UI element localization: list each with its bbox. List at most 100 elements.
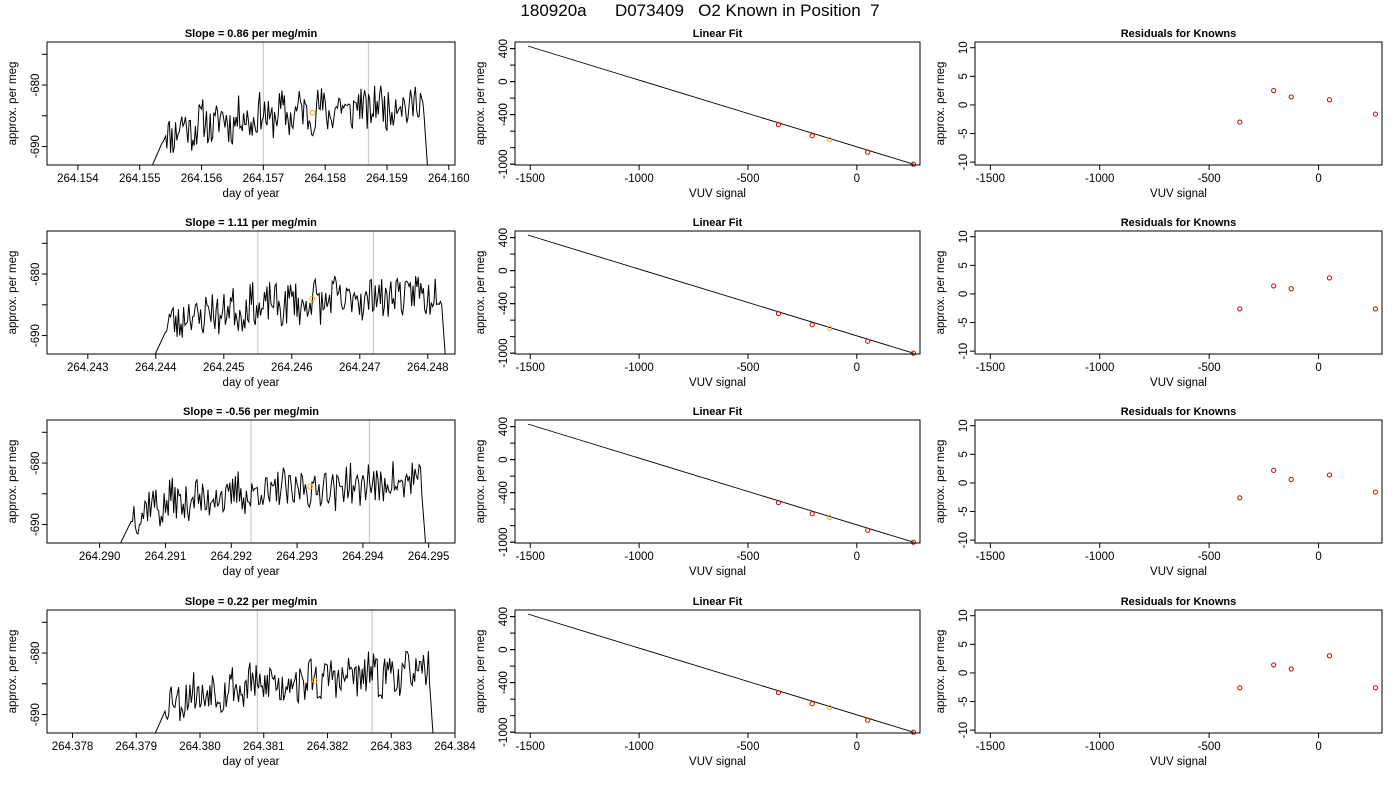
residual-point	[1237, 306, 1243, 312]
known-point	[910, 350, 917, 356]
plot-frame	[514, 419, 921, 544]
y-tick-label: -680	[30, 263, 42, 286]
y-tick-label: 5	[958, 73, 970, 79]
known-point	[865, 149, 871, 155]
x-tick-label: 264.157	[243, 173, 285, 185]
panel-title: Linear Fit	[693, 596, 743, 608]
y-tick-label: 0	[958, 102, 970, 108]
y-tick-label: 0	[498, 456, 510, 462]
panel-title: Residuals for Knowns	[1121, 406, 1237, 418]
x-tick-label: -500	[736, 741, 759, 753]
panel-title: Slope = 1.11 per meg/min	[185, 217, 317, 229]
x-tick-label: 0	[1315, 173, 1321, 185]
x-axis-label: VUV signal	[689, 566, 746, 578]
current-point-marker	[311, 677, 318, 684]
y-axis-label: approx. per meg	[7, 440, 19, 524]
y-tick-label: 0	[498, 646, 510, 652]
panel-title: Linear Fit	[693, 217, 743, 229]
residual-point	[1372, 685, 1379, 691]
y-tick-label: 5	[958, 262, 970, 268]
x-tick-label: 264.292	[210, 551, 252, 563]
y-tick-label: -680	[30, 74, 42, 97]
x-tick-label: 264.245	[203, 362, 245, 374]
y-tick-label: -1000	[498, 527, 510, 556]
current-point-marker	[309, 109, 316, 116]
y-tick-label: -690	[30, 135, 42, 158]
panel-linear-fit-row-2: Linear Fit -1500 -1000 -500 0 400 0 -400 -1000 VU…	[475, 217, 921, 389]
x-tick-label: 264.247	[339, 362, 381, 374]
x-axis-label: VUV signal	[689, 377, 746, 389]
y-tick-label: -1000	[498, 149, 510, 178]
known-point	[809, 133, 815, 139]
panel-time-series-row-1: Slope = 0.86 per meg/min 264.154 264.155 26…	[7, 28, 470, 200]
trace-line	[154, 650, 434, 733]
x-tick-label: 0	[854, 173, 860, 185]
x-tick-label: -1000	[624, 551, 653, 563]
panel-residuals-row-3: Residuals for Knowns -1500 -1000 -500 0 10 5 0 -…	[935, 406, 1383, 578]
plot-frame	[46, 41, 456, 166]
residual-point	[1271, 283, 1277, 289]
known-point	[865, 338, 871, 344]
known-point	[775, 689, 782, 696]
y-tick-label: -5	[958, 696, 970, 706]
fit-line	[527, 234, 914, 354]
x-tick-label: 0	[854, 362, 860, 374]
x-tick-label: 264.154	[57, 173, 99, 185]
x-axis-label: day of year	[223, 756, 280, 768]
panel-linear-fit-row-1: Linear Fit -1500 -1000 -500 0 400 0 -400 -1000 VU…	[475, 28, 921, 200]
x-tick-label: 264.160	[428, 173, 470, 185]
y-axis-label: approx. per meg	[475, 440, 487, 524]
x-tick-label: -1000	[1085, 741, 1114, 753]
y-tick-label: -5	[958, 506, 970, 516]
x-tick-label: -1000	[1085, 551, 1114, 563]
plot-frame	[46, 609, 456, 734]
y-tick-label: 400	[498, 417, 510, 436]
plot-frame	[974, 609, 1383, 734]
x-tick-label: -1500	[516, 741, 545, 753]
known-point	[775, 310, 782, 317]
y-tick-label: 5	[958, 641, 970, 647]
panel-title: Residuals for Knowns	[1121, 28, 1237, 40]
y-tick-label: 0	[498, 267, 510, 273]
x-tick-label: -500	[736, 362, 759, 374]
x-tick-label: 264.246	[271, 362, 313, 374]
y-axis-label: approx. per meg	[935, 440, 947, 524]
x-tick-label: 264.379	[115, 741, 157, 753]
x-tick-label: 264.381	[243, 741, 285, 753]
x-tick-label: 264.244	[135, 362, 177, 374]
x-tick-label: -1500	[516, 362, 545, 374]
x-tick-label: -1000	[1085, 173, 1114, 185]
residual-point	[1288, 666, 1294, 672]
panel-residuals-row-4: Residuals for Knowns -1500 -1000 -500 0 10 5 0 -…	[935, 596, 1383, 768]
x-axis-label: day of year	[223, 377, 280, 389]
plot-frame	[46, 230, 456, 355]
residual-point	[1372, 111, 1379, 117]
y-tick-label: -10	[958, 154, 970, 171]
plot-frame	[514, 609, 921, 734]
y-tick-label: 400	[498, 228, 510, 247]
x-tick-label: -1500	[976, 362, 1005, 374]
y-tick-label: -400	[498, 292, 510, 315]
residual-point	[1271, 662, 1277, 668]
plot-frame	[974, 419, 1383, 544]
residual-point	[1271, 88, 1277, 94]
panel-time-series-row-2: Slope = 1.11 per meg/min 264.243 264.244 26…	[7, 217, 456, 389]
y-tick-label: -400	[498, 671, 510, 694]
y-axis-label: approx. per meg	[7, 251, 19, 335]
y-axis-label: approx. per meg	[935, 251, 947, 335]
x-axis-label: VUV signal	[1150, 566, 1207, 578]
x-tick-label: -1000	[624, 173, 653, 185]
x-tick-label: 264.382	[307, 741, 349, 753]
x-tick-label: 264.295	[408, 551, 450, 563]
x-tick-label: 264.158	[304, 173, 346, 185]
x-tick-label: -500	[736, 173, 759, 185]
residual-point	[1326, 472, 1333, 478]
residual-point	[1271, 467, 1277, 473]
y-tick-label: -400	[498, 481, 510, 504]
y-tick-label: 400	[498, 607, 510, 626]
y-tick-label: 10	[958, 609, 970, 622]
current-point	[827, 325, 833, 332]
x-tick-label: 0	[1315, 362, 1321, 374]
plot-frame	[46, 419, 456, 544]
